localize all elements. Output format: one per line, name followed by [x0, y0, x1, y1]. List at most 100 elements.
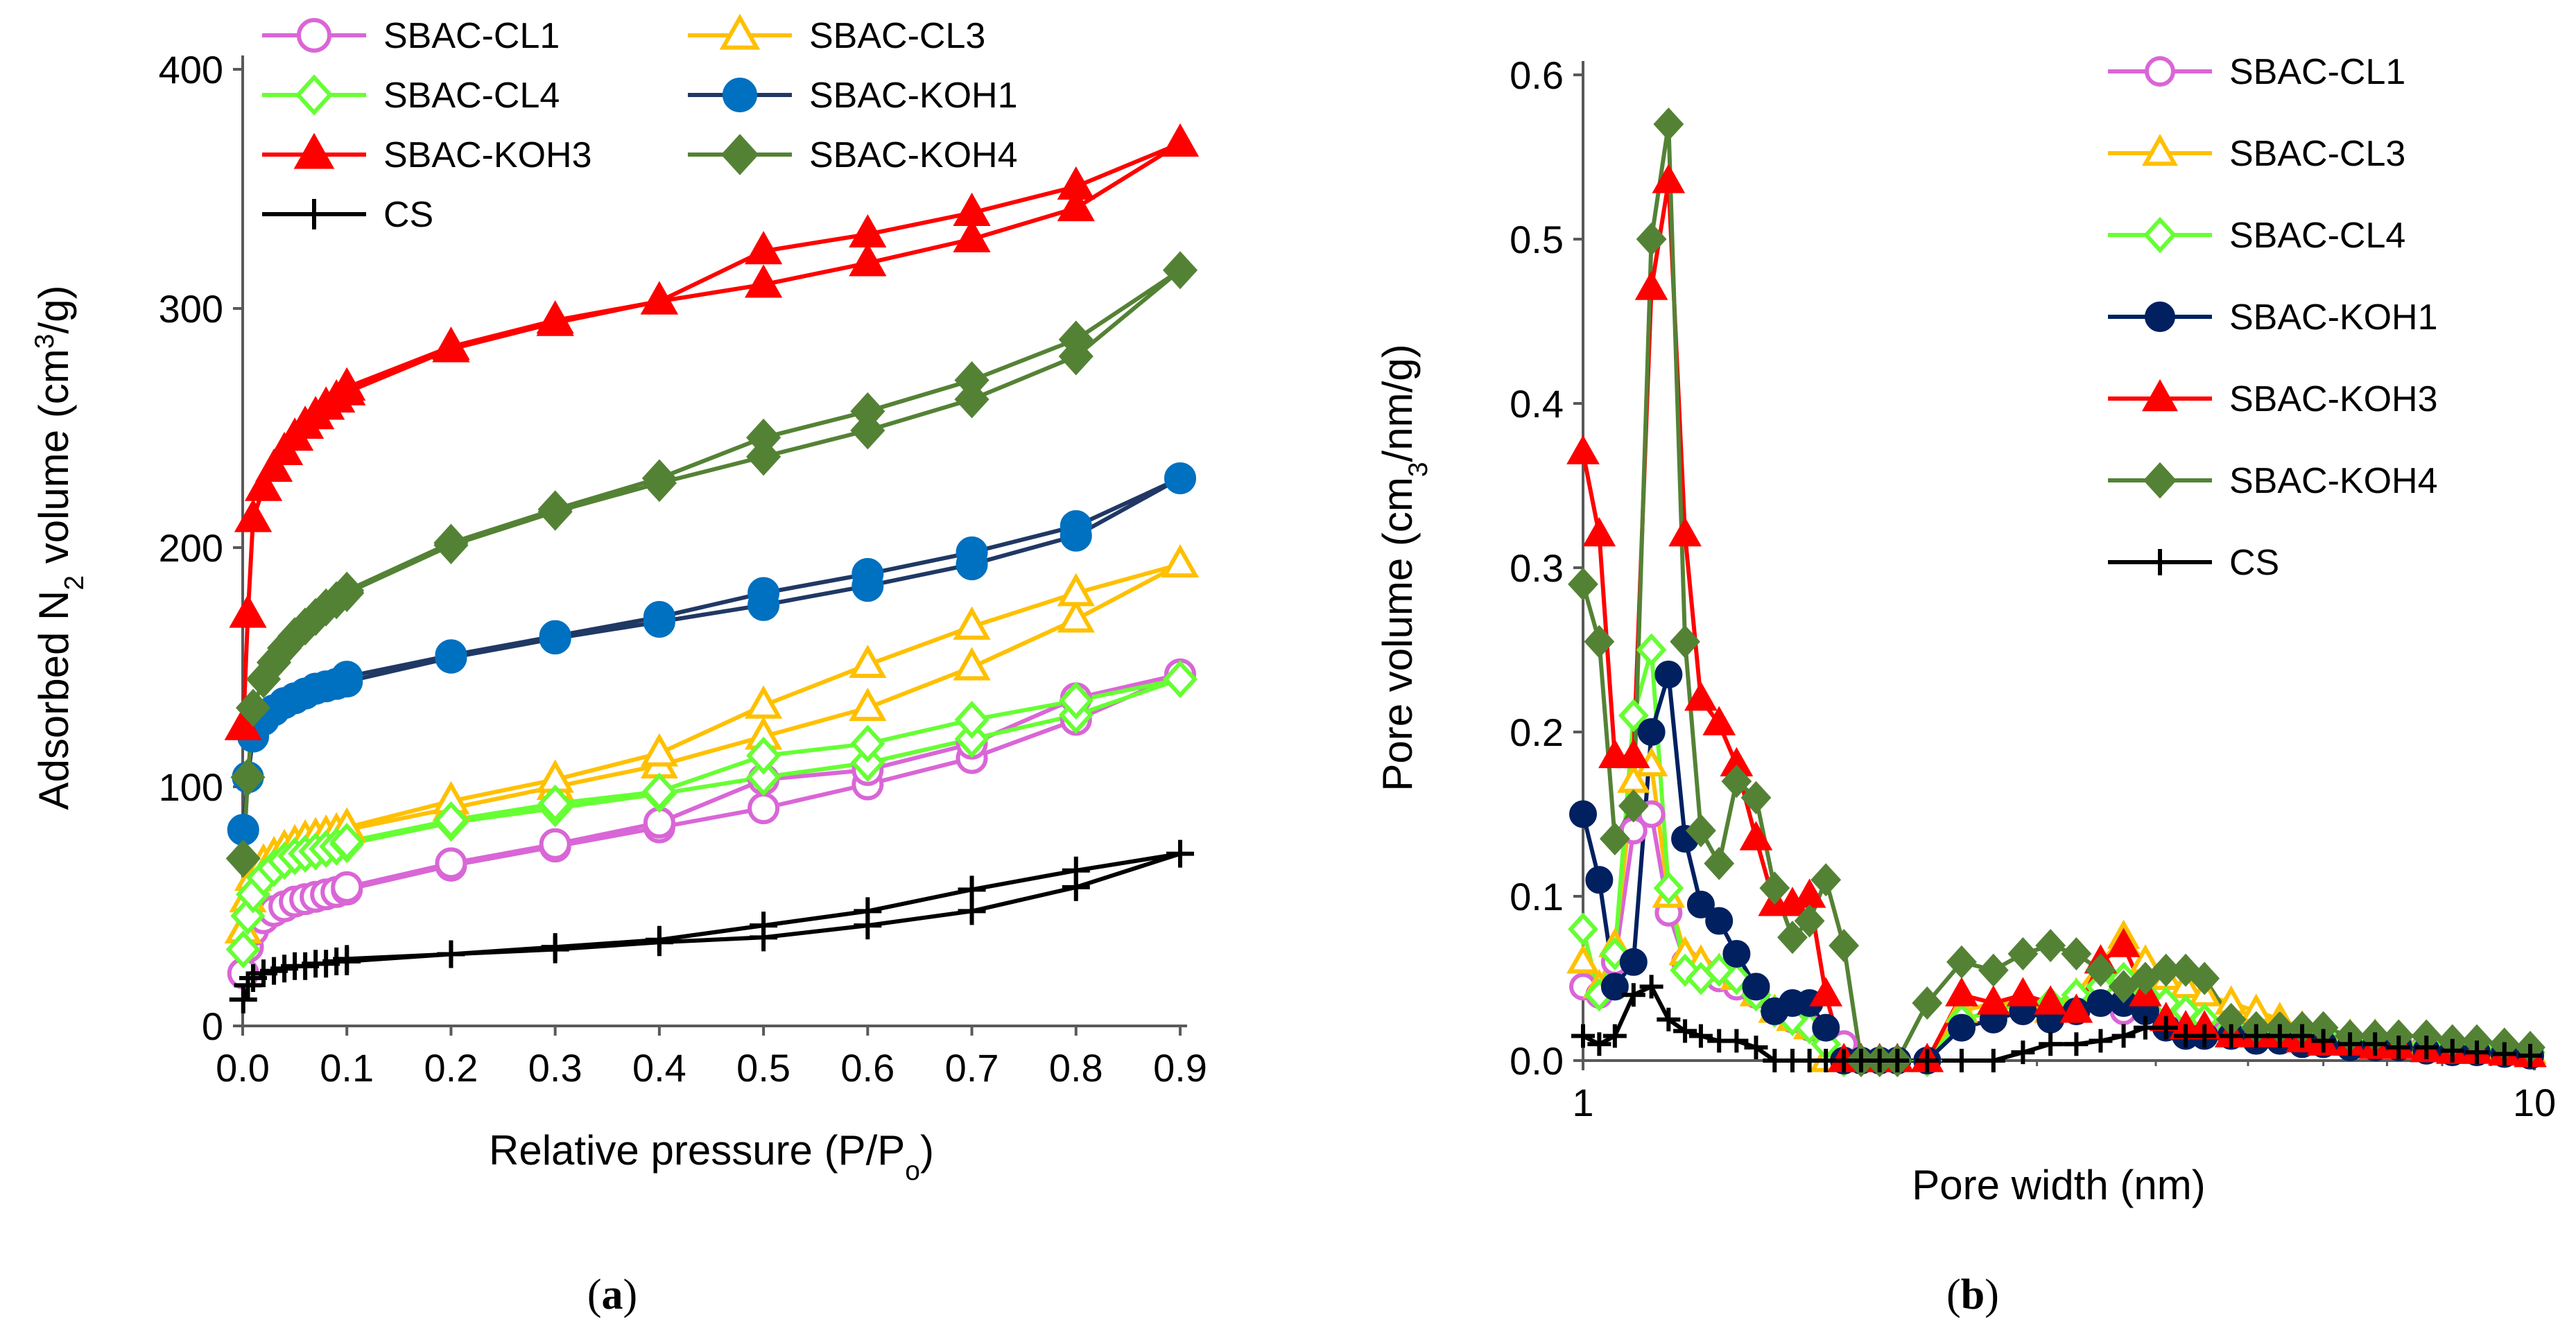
data-point-sbac-koh1	[1619, 948, 1648, 976]
legend-item-cs: CS	[262, 195, 433, 235]
data-point-sbac-cl3	[1057, 573, 1095, 607]
data-point-cs	[2414, 1036, 2439, 1060]
data-point-sbac-koh1	[747, 577, 780, 609]
y-axis-title-part: 3	[1403, 462, 1433, 477]
y-tick-label: 0.1	[1510, 875, 1564, 918]
data-point-sbac-koh3	[1668, 516, 1702, 547]
legend-item-sbac-cl3: SBAC-CL3	[2108, 134, 2405, 174]
data-point-sbac-koh4	[1704, 846, 1735, 880]
data-point-sbac-koh3	[2107, 927, 2141, 957]
legend-swatch-marker	[723, 78, 757, 112]
data-point-cs	[1602, 1024, 1627, 1048]
legend: SBAC-CL1 SBAC-CL3 SBAC-CL4 SBAC-KOH1 SBAC-KO…	[262, 13, 1018, 235]
data-point-sbac-koh3	[744, 264, 783, 298]
data-point-cs	[2089, 1029, 2113, 1053]
data-point-cs	[2039, 1032, 2063, 1056]
data-point-sbac-cl3	[849, 644, 887, 679]
x-axis-title: Relative pressure (P/Po)	[489, 1127, 934, 1186]
data-point-sbac-koh3	[849, 214, 887, 248]
legend-swatch-marker	[2147, 549, 2173, 575]
legend-label: SBAC-KOH1	[809, 76, 1018, 116]
data-point-sbac-cl3	[849, 688, 887, 722]
data-point-sbac-koh4	[1670, 625, 1701, 659]
series-group	[1566, 107, 2547, 1077]
legend-item-sbac-cl4: SBAC-CL4	[2108, 216, 2405, 256]
data-point-sbac-koh1	[1637, 718, 1666, 746]
panel-a-isotherm-chart: 0 100 200 300 400 0.0 0.1 0.2 0.3 0.4 0.5 0.6 0.7 0.8…	[30, 13, 1207, 1318]
data-point-cs	[1688, 1024, 1713, 1048]
data-point-sbac-koh4	[1759, 871, 1790, 905]
data-point-cs	[1621, 983, 1645, 1007]
y-tick-label: 0.3	[1510, 546, 1564, 590]
series-markers-sbac-koh3	[224, 123, 1200, 740]
data-point-sbac-koh3	[1598, 738, 1632, 769]
data-point-sbac-koh4	[235, 688, 271, 727]
data-point-sbac-koh1	[1742, 973, 1770, 1001]
data-point-sbac-koh3	[254, 448, 293, 482]
data-point-sbac-cl4	[954, 700, 989, 739]
data-point-cs	[2440, 1038, 2464, 1063]
y-tick-label: 0.0	[1510, 1039, 1564, 1083]
data-point-sbac-cl4	[954, 720, 989, 758]
data-point-sbac-koh1	[1585, 866, 1614, 894]
data-point-sbac-cl3	[1057, 599, 1095, 633]
legend-swatch-marker	[2141, 134, 2179, 166]
y-axis-title: Adsorbed N2 volume (cm3/g)	[30, 285, 89, 810]
data-point-cs	[2064, 1032, 2089, 1056]
data-point-sbac-koh1	[1164, 462, 1196, 494]
data-point-sbac-koh4	[850, 411, 885, 450]
panel-caption-open: (	[587, 1271, 602, 1318]
y-axis-title-part: 2	[60, 575, 89, 591]
series-group	[224, 123, 1200, 1014]
series-markers-sbac-cl4	[225, 660, 1198, 969]
x-axis-title-part: o	[905, 1156, 920, 1186]
data-point-sbac-koh3	[1976, 985, 2010, 1015]
legend-swatch-marker	[293, 132, 335, 169]
data-point-cs	[2244, 1024, 2268, 1048]
x-axis-title-part: Relative pressure (P/P	[489, 1127, 905, 1174]
data-point-cs	[2133, 1016, 2157, 1040]
legend-label: SBAC-CL3	[2229, 134, 2405, 174]
legend-item-sbac-koh1: SBAC-KOH1	[2108, 297, 2438, 338]
data-point-sbac-koh4	[1912, 986, 1943, 1020]
data-point-sbac-koh1	[1705, 907, 1734, 935]
data-point-sbac-koh1	[1060, 509, 1092, 542]
data-point-sbac-cl4	[433, 801, 469, 839]
x-tick-label: 0.5	[736, 1046, 790, 1090]
data-point-cs	[541, 933, 569, 961]
series-markers-sbac-koh4	[225, 251, 1198, 878]
y-axis-title-part: volume (cm	[31, 349, 77, 575]
data-point-sbac-koh4	[230, 758, 266, 796]
legend-swatch-marker	[2143, 216, 2177, 254]
y-tick-label: 100	[159, 765, 223, 809]
data-point-sbac-koh3	[640, 281, 679, 315]
data-point-cs	[1571, 1024, 1595, 1048]
legend-label: SBAC-KOH4	[809, 135, 1018, 175]
data-point-sbac-koh1	[852, 557, 884, 590]
x-tick-label: 0.9	[1153, 1046, 1207, 1090]
legend-swatch-marker	[2143, 462, 2177, 499]
y-tick-label: 0	[202, 1004, 223, 1048]
data-point-cs	[2387, 1036, 2411, 1060]
data-point-sbac-cl4	[850, 744, 885, 782]
data-point-sbac-koh1	[435, 639, 467, 672]
panel-caption-letter: b	[1961, 1271, 1985, 1318]
data-point-cs	[2465, 1040, 2489, 1065]
data-point-sbac-koh4	[1568, 567, 1598, 601]
data-point-sbac-cl4	[1653, 871, 1684, 905]
data-point-sbac-koh4	[1584, 625, 1615, 659]
data-point-cs	[2492, 1042, 2516, 1066]
data-point-sbac-koh4	[2130, 961, 2161, 995]
data-point-sbac-koh4	[954, 361, 989, 399]
data-point-sbac-koh4	[954, 380, 989, 419]
data-point-sbac-koh3	[1809, 977, 1843, 1007]
legend-item-sbac-koh3: SBAC-KOH3	[262, 132, 592, 175]
data-point-cs	[1981, 1049, 2005, 1072]
data-point-sbac-cl4	[1618, 699, 1649, 733]
y-axis-title-part: Adsorbed N	[31, 591, 77, 810]
data-point-sbac-koh4	[1636, 223, 1667, 256]
data-point-sbac-cl4	[1636, 633, 1667, 667]
data-point-cs	[2338, 1032, 2362, 1056]
legend-swatch-marker	[299, 199, 329, 229]
data-point-sbac-koh1	[1600, 973, 1629, 1001]
